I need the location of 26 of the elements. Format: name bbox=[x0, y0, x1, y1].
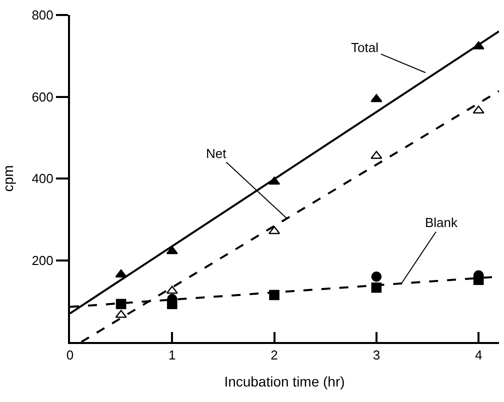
point bbox=[115, 310, 127, 318]
point bbox=[371, 271, 382, 282]
x-tick-label: 1 bbox=[168, 348, 176, 363]
y-tick-label: 400 bbox=[32, 171, 54, 186]
point bbox=[370, 150, 382, 159]
point bbox=[116, 298, 126, 310]
point bbox=[166, 286, 178, 294]
annotation: Blank bbox=[425, 215, 458, 230]
x-tick-label: 3 bbox=[372, 348, 380, 363]
x-axis-title: Incubation time (hr) bbox=[224, 373, 345, 390]
point bbox=[472, 41, 484, 50]
point bbox=[371, 282, 382, 293]
y-axis-title: cpm bbox=[0, 165, 16, 192]
point bbox=[472, 106, 484, 114]
point bbox=[370, 94, 382, 102]
point bbox=[269, 290, 280, 300]
point bbox=[115, 269, 127, 278]
point bbox=[166, 246, 178, 254]
y-tick-label: 800 bbox=[32, 8, 54, 23]
x-tick-label: 2 bbox=[270, 348, 278, 363]
x-tick-label: 4 bbox=[474, 348, 482, 363]
annotation: Net bbox=[206, 146, 227, 161]
x-tick-label: 0 bbox=[66, 348, 74, 363]
y-tick-label: 600 bbox=[32, 89, 54, 104]
y-tick-label: 200 bbox=[32, 252, 54, 268]
annotation: Total bbox=[351, 40, 379, 55]
